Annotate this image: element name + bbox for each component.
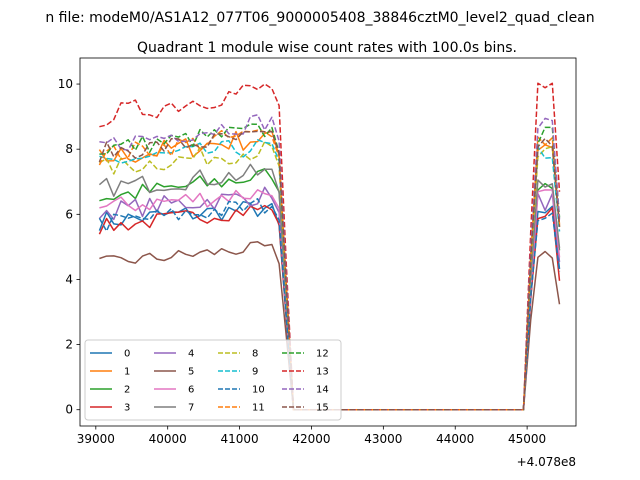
y-tick-label: 6 — [65, 207, 73, 221]
y-tick-label: 8 — [65, 142, 73, 156]
y-tick-label: 10 — [58, 77, 73, 91]
legend-label: 13 — [316, 367, 329, 378]
y-tick-label: 0 — [65, 403, 73, 417]
legend-box — [84, 339, 342, 421]
legend-label: 10 — [252, 385, 265, 396]
legend-label: 1 — [124, 367, 130, 378]
x-offset-label: +4.078e8 — [517, 455, 576, 469]
x-tick-label: 40000 — [149, 432, 187, 446]
chart-title: Quadrant 1 module wise count rates with … — [137, 40, 517, 56]
x-tick-label: 44000 — [436, 432, 474, 446]
legend-label: 3 — [124, 403, 130, 414]
legend-label: 4 — [188, 349, 194, 360]
figure-suptitle: n file: modeM0/AS1A12_077T06_9000005408_… — [45, 10, 594, 26]
x-tick-label: 41000 — [220, 432, 258, 446]
legend-label: 11 — [252, 403, 265, 414]
legend-label: 7 — [188, 403, 194, 414]
legend-label: 12 — [316, 349, 329, 360]
legend-label: 9 — [252, 367, 258, 378]
legend-label: 0 — [124, 349, 130, 360]
legend-label: 6 — [188, 385, 194, 396]
y-tick-label: 2 — [65, 338, 73, 352]
legend-label: 15 — [316, 403, 329, 414]
legend-label: 14 — [316, 385, 329, 396]
x-tick-label: 43000 — [364, 432, 402, 446]
series-line-11 — [98, 129, 561, 411]
x-tick-label: 45000 — [508, 432, 546, 446]
y-tick-label: 4 — [65, 272, 73, 286]
x-tick-label: 39000 — [77, 432, 115, 446]
legend-label: 8 — [252, 349, 258, 360]
legend-label: 5 — [188, 367, 194, 378]
x-tick-label: 42000 — [292, 432, 330, 446]
legend-label: 2 — [124, 385, 130, 396]
axes-frame — [79, 57, 577, 427]
